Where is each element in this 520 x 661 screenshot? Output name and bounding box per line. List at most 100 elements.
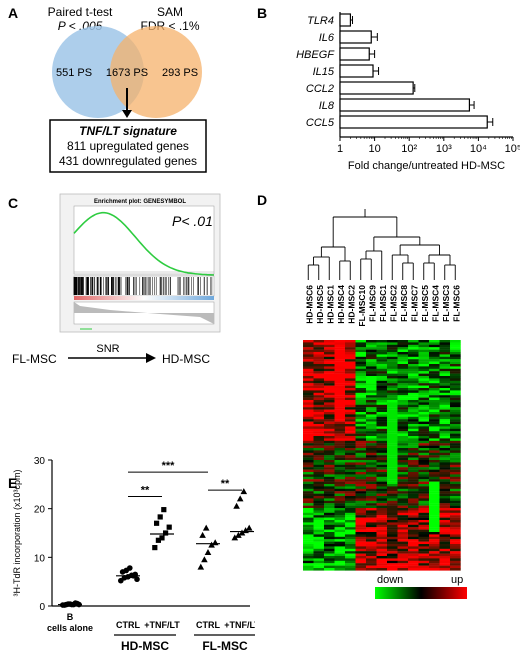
heatmap-cell: [397, 402, 409, 405]
heatmap-cell: [439, 560, 451, 564]
heatmap-cell: [334, 385, 346, 389]
heatmap-cell: [387, 448, 398, 451]
heatmap-cell: [313, 469, 325, 473]
heatmap-cell: [313, 524, 325, 528]
heatmap-cell: [429, 352, 440, 355]
heatmap-cell: [345, 467, 356, 470]
heatmap-cell: [450, 352, 461, 355]
heatmap-cell: [418, 448, 430, 451]
heatmap-cell: [334, 457, 346, 461]
heatmap-cell: [429, 445, 440, 449]
heatmap-cell: [429, 390, 440, 393]
heatmap-cell: [397, 553, 409, 557]
heatmap-cell: [313, 496, 325, 499]
heatmap-cell: [355, 532, 367, 535]
heatmap-cell: [450, 498, 461, 501]
heatmap-cell: [387, 342, 398, 345]
heatmap-cell: [387, 419, 398, 422]
heatmap-cell: [334, 402, 346, 405]
heatmap-cell: [397, 373, 409, 377]
heatmap-cell: [387, 347, 398, 350]
heatmap-cell: [387, 409, 398, 413]
heatmap-cell: [303, 340, 314, 343]
heatmap-cell: [450, 340, 461, 343]
heatmap-cell: [366, 414, 377, 417]
heatmap-cell: [450, 400, 461, 403]
heatmap-cell: [334, 438, 346, 441]
heatmap-cell: [418, 565, 430, 569]
heatmap-cell: [366, 359, 377, 362]
heatmap-cell: [355, 421, 367, 425]
heatmap-cell: [376, 486, 388, 489]
heatmap-cell: [334, 395, 346, 398]
heatmap-cell: [376, 532, 388, 535]
heatmap-cell: [334, 356, 346, 360]
heatmap-cell: [408, 371, 419, 374]
arrow-head: [146, 353, 156, 363]
heatmap-cell: [313, 517, 325, 521]
heatmap-cell: [345, 428, 356, 432]
heatmap-cell: [334, 400, 346, 403]
heatmap-cell: [439, 368, 451, 372]
heatmap-cell: [334, 380, 346, 384]
heatmap-cell: [397, 467, 409, 470]
heatmap-cell: [408, 524, 419, 528]
heatmap-cell: [439, 407, 451, 410]
heatmap-cell: [439, 448, 451, 451]
heatmap-cell: [345, 515, 356, 518]
heatmap-cell: [366, 498, 377, 501]
heatmap-cell: [303, 407, 314, 410]
heatmap-cell: [408, 479, 419, 482]
heatmap-cell: [439, 512, 451, 516]
heatmap-cell: [334, 452, 346, 456]
heatmap-cell: [418, 361, 430, 365]
heatmap-cell: [324, 469, 335, 473]
heatmap-cell: [429, 558, 440, 561]
data-point: [238, 529, 246, 536]
heatmap-cell: [313, 467, 325, 470]
heatmap-cell: [313, 443, 325, 446]
heatmap-cell: [303, 565, 314, 569]
heatmap-cell: [334, 359, 346, 362]
heatmap-cell: [345, 548, 356, 552]
arrow-right-label: HD-MSC: [162, 352, 210, 366]
data-point: [163, 530, 169, 536]
heatmap-cell: [408, 534, 419, 537]
data-point: [152, 545, 158, 551]
heatmap-cell: [313, 431, 325, 434]
heatmap-cell: [450, 464, 461, 468]
heatmap-cell: [450, 457, 461, 461]
heatmap-cell: [355, 409, 367, 413]
heatmap-cell: [303, 412, 314, 415]
heatmap-cell: [376, 529, 388, 533]
heatmap-cell: [303, 520, 314, 523]
heatmap-cell: [429, 498, 440, 501]
heatmap-cell: [366, 565, 377, 569]
heatmap-cell: [324, 486, 335, 489]
heatmap-cell: [429, 340, 440, 343]
heatmap-cell: [376, 352, 388, 355]
heatmap-cell: [397, 371, 409, 374]
heatmap-cell: [366, 390, 377, 393]
heatmap-cell: [397, 450, 409, 453]
heatmap-cell: [450, 349, 461, 353]
heatmap-cell: [439, 491, 451, 494]
heatmap-cell: [418, 349, 430, 353]
heatmap-cell: [313, 378, 325, 381]
heatmap-cell: [387, 534, 398, 537]
heatmap-cell: [408, 522, 419, 525]
heatmap-cell: [303, 529, 314, 533]
heatmap-cell: [376, 498, 388, 501]
heatmap-cell: [334, 460, 346, 463]
heatmap-cell: [376, 385, 388, 389]
heatmap-cell: [345, 373, 356, 377]
heatmap-cell: [303, 469, 314, 473]
column-label: HD-MSC5: [315, 285, 325, 324]
heatmap-cell: [439, 486, 451, 489]
heatmap-cell: [450, 539, 461, 542]
heatmap-cell: [397, 484, 409, 487]
heatmap-cell: [313, 460, 325, 463]
heatmap-cell: [397, 469, 409, 473]
heatmap-cell: [387, 474, 398, 477]
heatmap-cell: [355, 517, 367, 521]
